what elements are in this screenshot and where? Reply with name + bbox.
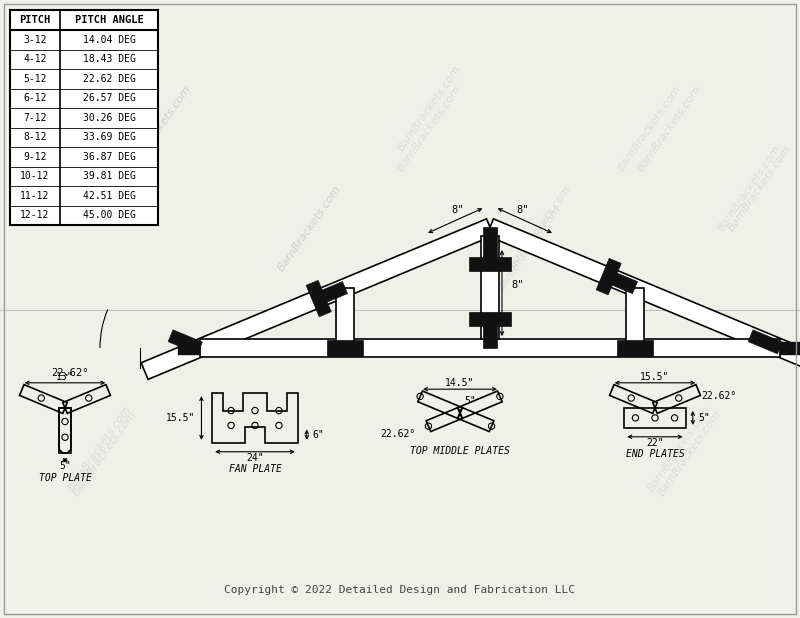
Text: 45.00 DEG: 45.00 DEG [82,210,135,220]
Text: 11-12: 11-12 [20,191,50,201]
Text: BarnBrackets.com: BarnBrackets.com [397,63,463,153]
Polygon shape [617,340,653,356]
Polygon shape [780,342,800,355]
Polygon shape [168,329,202,354]
Text: 8": 8" [511,279,523,290]
Bar [10,10,158,225]
Text: 14.5": 14.5" [446,378,474,388]
Text: 10-12: 10-12 [20,171,50,181]
Text: 30.26 DEG: 30.26 DEG [82,112,135,123]
Text: BarnBrackets.com: BarnBrackets.com [126,83,194,172]
Text: 15.5": 15.5" [640,372,670,382]
Polygon shape [200,339,780,357]
Text: FAN PLATE: FAN PLATE [229,464,282,475]
Text: 7-12: 7-12 [23,112,46,123]
Text: 22": 22" [646,438,664,448]
Text: Copyright © 2022 Detailed Design and Fabrication LLC: Copyright © 2022 Detailed Design and Fab… [225,585,575,595]
Polygon shape [469,312,511,348]
Polygon shape [596,258,638,295]
Polygon shape [481,236,499,339]
Text: 39.81 DEG: 39.81 DEG [82,171,135,181]
Text: 8": 8" [451,205,464,214]
Text: BarnBrackets.com: BarnBrackets.com [66,404,134,493]
Text: 22.62°: 22.62° [50,368,88,378]
Text: 8-12: 8-12 [23,132,46,142]
Text: BarnBrackets.com: BarnBrackets.com [717,143,783,233]
Text: 12-12: 12-12 [20,210,50,220]
Text: BarnBrackets.com: BarnBrackets.com [397,83,463,172]
Text: 13": 13" [56,372,74,382]
Polygon shape [486,219,800,379]
Text: 9-12: 9-12 [23,152,46,162]
Text: 5": 5" [465,396,476,405]
Text: 6-12: 6-12 [23,93,46,103]
Text: BarnBrackets.com: BarnBrackets.com [726,143,794,233]
Polygon shape [141,219,494,379]
Text: END PLATES: END PLATES [626,449,684,459]
Text: 5": 5" [699,413,710,423]
Text: BarnBrackets.com: BarnBrackets.com [497,203,563,293]
Polygon shape [327,340,363,356]
Polygon shape [336,287,354,348]
Text: 8": 8" [516,205,529,214]
Text: 18.43 DEG: 18.43 DEG [82,54,135,64]
Text: 5-12: 5-12 [23,74,46,84]
Polygon shape [306,281,347,317]
Text: BarnBrackets.com: BarnBrackets.com [637,83,703,172]
Text: 22.62°: 22.62° [702,391,737,401]
Text: BarnBrackets.com: BarnBrackets.com [126,83,194,172]
Text: 15.5": 15.5" [166,413,195,423]
Text: 14.04 DEG: 14.04 DEG [82,35,135,44]
Polygon shape [748,329,782,354]
Polygon shape [178,342,200,355]
Text: TOP MIDDLE PLATES: TOP MIDDLE PLATES [410,446,510,456]
Text: BarnBrackets.com: BarnBrackets.com [277,184,343,273]
Text: BarnBrackets.com: BarnBrackets.com [506,184,574,273]
Text: BarnBrackets.com: BarnBrackets.com [72,408,138,497]
Text: 33.69 DEG: 33.69 DEG [82,132,135,142]
Text: 6": 6" [313,430,325,439]
Text: 22.62 DEG: 22.62 DEG [82,74,135,84]
Text: BarnBrackets.com: BarnBrackets.com [657,408,723,497]
Text: 42.51 DEG: 42.51 DEG [82,191,135,201]
Text: 36.87 DEG: 36.87 DEG [82,152,135,162]
Polygon shape [626,287,644,348]
Text: BarnBrackets.com: BarnBrackets.com [277,184,343,273]
Text: BarnBrackets.com: BarnBrackets.com [617,83,683,172]
Text: 5": 5" [59,461,71,471]
Polygon shape [469,227,511,271]
Text: 3-12: 3-12 [23,35,46,44]
Text: 22.62°: 22.62° [380,429,416,439]
Text: BarnBrackets.com: BarnBrackets.com [646,404,714,493]
Text: PITCH: PITCH [19,15,50,25]
Text: 26.57 DEG: 26.57 DEG [82,93,135,103]
Text: TOP PLATE: TOP PLATE [38,473,91,483]
Text: 4-12: 4-12 [23,54,46,64]
Text: 24": 24" [246,453,264,463]
Text: PITCH ANGLE: PITCH ANGLE [74,15,143,25]
